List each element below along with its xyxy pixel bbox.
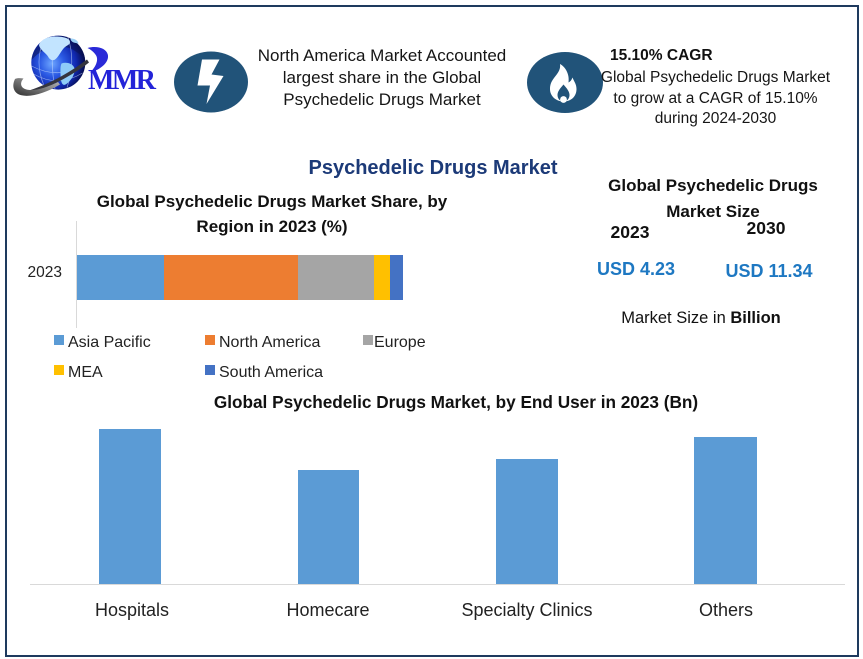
svg-text:MMR: MMR bbox=[88, 65, 157, 96]
